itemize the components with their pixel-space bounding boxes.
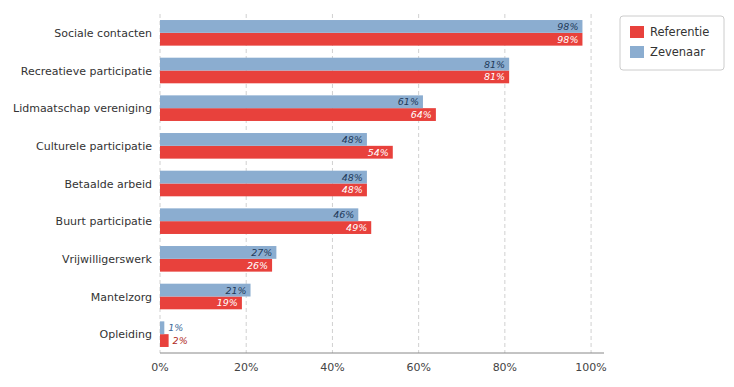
bars xyxy=(160,20,582,347)
x-tick-label: 0% xyxy=(151,361,168,374)
legend-frame xyxy=(620,16,724,70)
x-tick-label: 20% xyxy=(234,361,258,374)
bar xyxy=(160,321,164,334)
bar xyxy=(160,95,423,108)
category-label: Buurt participatie xyxy=(56,215,153,228)
x-axis-line xyxy=(160,353,604,354)
data-label: 19% xyxy=(217,297,238,308)
bar xyxy=(160,58,509,71)
category-label: Vrijwilligerswerk xyxy=(62,253,153,266)
bar xyxy=(160,259,272,272)
bar xyxy=(160,146,393,159)
data-label: 48% xyxy=(342,172,363,183)
data-label: 1% xyxy=(168,322,183,333)
chart-svg: 0% 20% 40% 60% 80% 100% Sociale contacten Recre… xyxy=(0,0,734,387)
category-label: Betaalde arbeid xyxy=(65,178,152,191)
grid xyxy=(160,14,591,353)
bar xyxy=(160,108,436,121)
category-label: Mantelzorg xyxy=(91,291,152,304)
category-label: Culturele participatie xyxy=(36,140,152,153)
data-label: 46% xyxy=(333,209,354,220)
data-label: 64% xyxy=(411,109,432,120)
x-tick-label: 100% xyxy=(575,361,606,374)
legend-swatch xyxy=(630,46,644,58)
x-tick-label: 40% xyxy=(320,361,344,374)
x-tick-label: 60% xyxy=(406,361,430,374)
category-label: Recreatieve participatie xyxy=(21,65,152,78)
bar xyxy=(160,221,371,234)
bar xyxy=(160,171,367,184)
bar xyxy=(160,208,358,221)
bar xyxy=(160,246,276,259)
data-label: 48% xyxy=(342,134,363,145)
bar xyxy=(160,334,169,347)
legend: Referentie Zevenaar xyxy=(620,16,724,70)
chart-container: 0% 20% 40% 60% 80% 100% Sociale contacten Recre… xyxy=(0,0,734,387)
data-label: 98% xyxy=(557,34,578,45)
bar xyxy=(160,20,582,33)
legend-swatch xyxy=(630,26,644,38)
category-label: Opleiding xyxy=(99,328,152,341)
data-label: 49% xyxy=(346,222,367,233)
data-label: 21% xyxy=(225,285,246,296)
data-label: 81% xyxy=(484,59,505,70)
bar xyxy=(160,284,251,297)
bar xyxy=(160,133,367,146)
bar xyxy=(160,71,509,84)
data-label: 54% xyxy=(368,147,389,158)
data-label: 2% xyxy=(173,335,188,346)
value-labels: 98%81%64%54%48%49%26%19%2%98%81%61%48%48… xyxy=(168,21,578,346)
grid-line xyxy=(591,14,592,353)
x-tick-label: 80% xyxy=(493,361,517,374)
bar xyxy=(160,184,367,197)
data-label: 27% xyxy=(251,247,272,258)
data-label: 61% xyxy=(398,96,419,107)
bar xyxy=(160,33,582,46)
data-label: 81% xyxy=(484,71,505,82)
category-label: Sociale contacten xyxy=(54,27,152,40)
data-label: 98% xyxy=(557,21,578,32)
legend-label: Referentie xyxy=(650,25,709,39)
data-label: 26% xyxy=(247,260,268,271)
bar xyxy=(160,297,242,310)
category-label: Lidmaatschap vereniging xyxy=(13,102,152,115)
legend-label: Zevenaar xyxy=(650,45,705,59)
data-label: 48% xyxy=(342,184,363,195)
